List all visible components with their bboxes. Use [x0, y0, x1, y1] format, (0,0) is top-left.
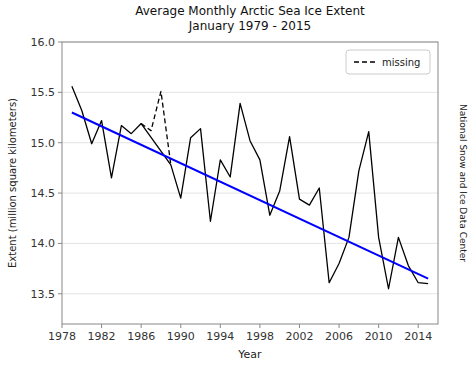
legend-box — [346, 50, 430, 74]
grid-line — [62, 92, 438, 93]
grid-line — [62, 243, 438, 244]
y-tick — [58, 42, 62, 43]
y-tick-label: 14.0 — [31, 237, 56, 250]
x-tick-label: 1990 — [167, 330, 195, 343]
x-tick — [378, 324, 379, 328]
x-tick — [101, 324, 102, 328]
grid-line — [62, 293, 438, 294]
legend-swatch — [354, 61, 376, 62]
title-line: January 1979 - 2015 — [188, 19, 311, 33]
x-tick-label: 1986 — [127, 330, 155, 343]
y-tick-label: 15.0 — [31, 137, 56, 150]
x-tick — [180, 324, 181, 328]
x-tick-label: 1998 — [246, 330, 274, 343]
plot-lines — [72, 86, 428, 288]
x-axis-label: Year — [237, 348, 262, 361]
x-tick — [62, 324, 63, 328]
series-line — [72, 86, 428, 288]
y-tick — [58, 92, 62, 93]
y-tick — [58, 193, 62, 194]
legend-label: missing — [382, 57, 420, 68]
y-axis: 13.5 14.0 14.5 15.0 15.5 16.0 — [31, 36, 63, 301]
x-tick — [299, 324, 300, 328]
title: Average Monthly Arctic Sea Ice ExtentJan… — [135, 4, 365, 33]
y-tick — [58, 243, 62, 244]
series-line — [141, 91, 171, 165]
legend: missing — [346, 50, 430, 74]
y-tick — [58, 293, 62, 294]
x-tick — [418, 324, 419, 328]
x-tick — [339, 324, 340, 328]
y-tick-label: 15.5 — [31, 86, 56, 99]
y-axis-label: Extent (million square kilometers) — [7, 98, 18, 268]
y-tick-label: 16.0 — [31, 36, 56, 49]
grid-line — [62, 193, 438, 194]
x-tick-label: 1978 — [48, 330, 76, 343]
background — [0, 0, 474, 366]
plot-frame — [62, 42, 438, 324]
y-tick — [58, 142, 62, 143]
chart: 13.5 14.0 14.5 15.0 15.5 16.0 1978 1982 1986 1990… — [0, 0, 474, 366]
grid — [62, 42, 438, 294]
x-tick — [220, 324, 221, 328]
x-tick-label: 1982 — [88, 330, 116, 343]
x-tick-label: 2006 — [325, 330, 353, 343]
series-line — [72, 113, 428, 279]
x-axis: 1978 1982 1986 1990 1994 1998 2002 2006 2010 2014 — [48, 324, 432, 343]
title-line: Average Monthly Arctic Sea Ice Extent — [135, 4, 365, 18]
x-tick-label: 2002 — [285, 330, 313, 343]
x-tick — [259, 324, 260, 328]
x-tick — [141, 324, 142, 328]
x-tick-label: 2010 — [365, 330, 393, 343]
x-tick-label: 1994 — [206, 330, 234, 343]
y-tick-label: 13.5 — [31, 288, 56, 301]
x-tick-label: 2014 — [404, 330, 432, 343]
y-tick-label: 14.5 — [31, 187, 56, 200]
annotation: National Snow and Ice Data Center — [458, 104, 468, 262]
